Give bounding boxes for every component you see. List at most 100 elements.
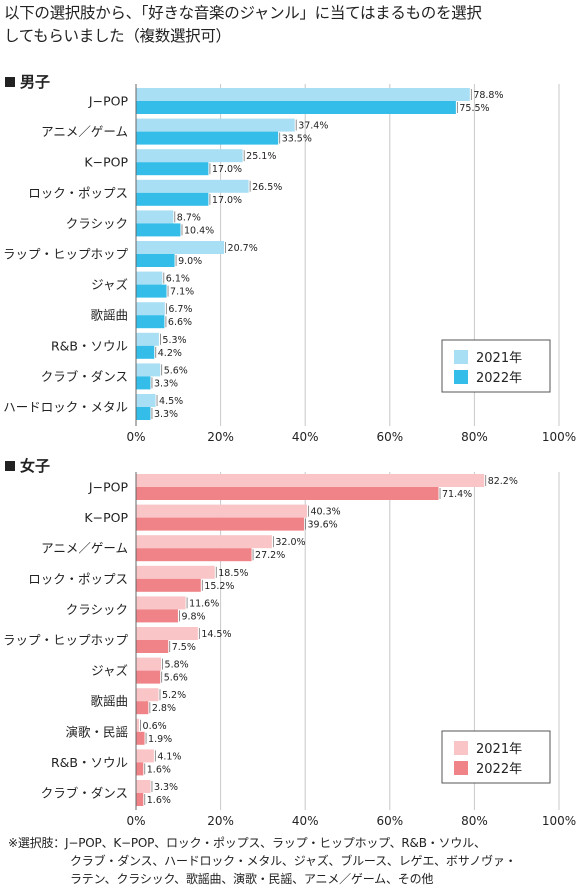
boys-value-label: 3.3% xyxy=(154,378,178,389)
girls-bar-2021 xyxy=(136,596,186,610)
boys-bar-2022 xyxy=(136,345,155,359)
girls-category-label: K−POP xyxy=(84,510,128,525)
boys-heading: 男子 xyxy=(20,73,50,91)
boys-value-label: 75.5% xyxy=(459,103,489,114)
boys-value-label: 6.1% xyxy=(166,274,190,285)
boys-bar-2022 xyxy=(136,162,209,176)
boys-value-label: 78.8% xyxy=(473,90,503,101)
footnote: ※選択肢：J−POP、K−POP、ロック・ポップス、ラップ・ヒップホップ、R&B… xyxy=(8,834,578,888)
girls-value-label: 5.2% xyxy=(162,690,186,701)
girls-value-label: 32.0% xyxy=(275,537,305,548)
boys-value-label: 5.3% xyxy=(162,335,186,346)
girls-category-label: 歌謡曲 xyxy=(90,694,128,709)
girls-category-label: J−POP xyxy=(88,480,129,495)
boys-category-label: K−POP xyxy=(84,155,128,170)
boys-value-label: 6.7% xyxy=(168,304,192,315)
girls-bar-2021 xyxy=(136,535,272,549)
girls-x-tick-label: 80% xyxy=(461,814,488,828)
girls-category-label: ジャズ xyxy=(91,663,128,678)
boys-category-label: 歌謡曲 xyxy=(90,308,128,323)
boys-legend-label: 2021年 xyxy=(476,351,522,366)
boys-category-label: ハードロック・メタル xyxy=(3,400,128,415)
girls-value-label: 3.3% xyxy=(154,782,178,793)
boys-bar-2021 xyxy=(136,88,470,101)
girls-heading: 女子 xyxy=(20,457,50,475)
girls-bar-2022 xyxy=(136,640,169,653)
girls-value-label: 11.6% xyxy=(189,598,219,609)
title-line-2: してもらいました（複数選択可） xyxy=(4,27,231,45)
boys-value-label: 26.5% xyxy=(252,182,282,193)
boys-category-label: ジャズ xyxy=(91,277,128,292)
boys-x-tick-label: 0% xyxy=(126,430,145,444)
boys-bar-2022 xyxy=(136,192,209,206)
girls-bar-2021 xyxy=(136,780,151,793)
boys-category-label: ロック・ポップス xyxy=(28,185,128,200)
boys-bar-2022 xyxy=(136,131,279,145)
boys-value-label: 5.6% xyxy=(164,365,188,376)
girls-bar-2022 xyxy=(136,487,439,500)
girls-heading-marker xyxy=(5,461,15,471)
boys-x-tick-label: 80% xyxy=(461,430,488,444)
footnote-line-3: ラテン、クラシック、歌謡曲、演歌・民謡、アニメ／ゲーム、その他 xyxy=(70,872,434,886)
boys-value-label: 7.1% xyxy=(170,287,194,298)
boys-legend-label: 2022年 xyxy=(476,371,522,386)
girls-value-label: 0.6% xyxy=(143,721,167,732)
girls-value-label: 39.6% xyxy=(308,520,338,531)
girls-value-label: 15.2% xyxy=(204,581,234,592)
boys-bar-2021 xyxy=(136,179,249,193)
page-title: 以下の選択肢から、「好きな音楽のジャンル」に当てはまるものを選択 してもらいまし… xyxy=(4,2,576,48)
boys-bar-2022 xyxy=(136,407,151,420)
girls-category-label: 演歌・民謡 xyxy=(65,724,128,739)
boys-bar-2022 xyxy=(136,284,167,298)
girls-value-label: 4.1% xyxy=(157,751,181,762)
boys-x-tick-label: 40% xyxy=(292,430,319,444)
girls-value-label: 2.8% xyxy=(152,703,176,714)
boys-value-label: 17.0% xyxy=(212,195,242,206)
boys-legend-swatch xyxy=(454,370,468,384)
girls-bar-2021 xyxy=(136,749,154,763)
boys-category-label: ラップ・ヒップホップ xyxy=(3,247,129,262)
boys-value-label: 3.3% xyxy=(154,409,178,420)
girls-value-label: 1.6% xyxy=(147,795,171,806)
girls-x-tick-label: 100% xyxy=(542,814,576,828)
girls-bar-2022 xyxy=(136,793,144,806)
girls-value-label: 14.5% xyxy=(201,629,231,640)
girls-value-label: 1.9% xyxy=(148,734,172,745)
boys-value-label: 4.2% xyxy=(158,348,182,359)
girls-bar-2022 xyxy=(136,578,201,592)
girls-value-label: 9.8% xyxy=(181,611,205,622)
girls-bar-2021 xyxy=(136,504,307,518)
girls-bar-2021 xyxy=(136,565,215,579)
girls-legend-label: 2021年 xyxy=(476,742,522,757)
title-line-1: 以下の選択肢から、「好きな音楽のジャンル」に当てはまるものを選択 xyxy=(4,4,482,22)
girls-value-label: 82.2% xyxy=(488,476,518,487)
girls-x-tick-label: 20% xyxy=(207,814,234,828)
girls-category-label: ロック・ポップス xyxy=(28,571,128,586)
boys-value-label: 8.7% xyxy=(177,212,201,223)
boys-bar-2022 xyxy=(136,223,181,237)
girls-value-label: 71.4% xyxy=(442,489,472,500)
boys-value-label: 37.4% xyxy=(298,121,328,132)
girls-value-label: 7.5% xyxy=(172,642,196,653)
girls-category-label: ラップ・ヒップホップ xyxy=(3,633,129,648)
girls-value-label: 1.6% xyxy=(147,764,171,775)
boys-value-label: 25.1% xyxy=(246,151,276,162)
girls-value-label: 5.6% xyxy=(164,673,188,684)
boys-bar-2022 xyxy=(136,315,165,329)
girls-bar-2022 xyxy=(136,762,144,776)
boys-bar-2021 xyxy=(136,271,163,285)
boys-category-label: アニメ／ゲーム xyxy=(41,124,128,139)
boys-value-label: 17.0% xyxy=(212,164,242,175)
girls-bar-2022 xyxy=(136,517,305,531)
boys-value-label: 20.7% xyxy=(228,243,258,254)
boys-x-tick-label: 100% xyxy=(542,430,576,444)
girls-bar-2021 xyxy=(136,627,198,640)
boys-category-label: R&B・ソウル xyxy=(51,338,128,353)
girls-category-label: クラシック xyxy=(66,602,128,617)
boys-bar-2021 xyxy=(136,241,225,254)
boys-heading-marker xyxy=(5,77,15,87)
boys-value-label: 6.6% xyxy=(168,317,192,328)
boys-value-label: 9.0% xyxy=(178,256,202,267)
girls-bar-2021 xyxy=(136,688,159,702)
